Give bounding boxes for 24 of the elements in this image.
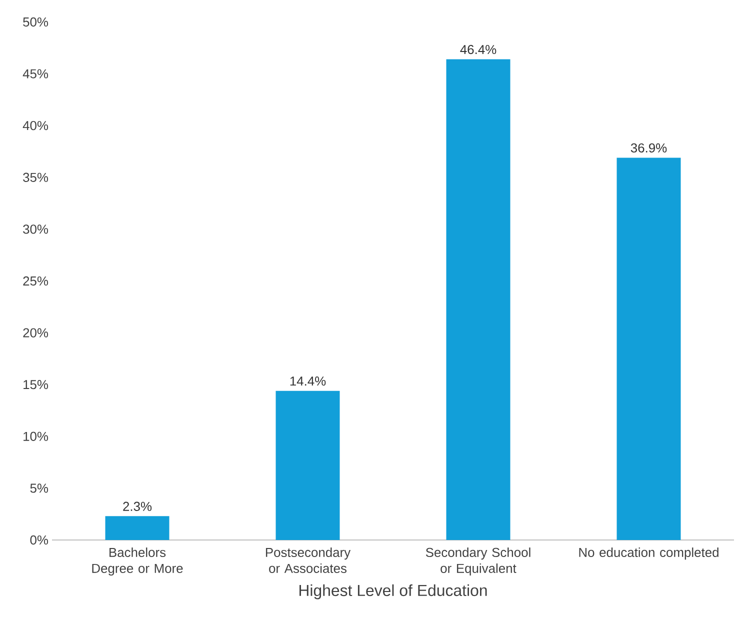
data-label: 2.3% — [123, 502, 152, 511]
y-tick-label: 5% — [30, 484, 48, 493]
x-tick-label: Secondary School or Equivalent — [426, 548, 530, 576]
bar — [616, 158, 681, 540]
data-label: 14.4% — [290, 376, 326, 386]
bar — [105, 516, 170, 540]
x-tick-label: No education completed — [579, 548, 718, 560]
y-tick-label: 10% — [24, 432, 48, 441]
y-tick-label: 50% — [23, 17, 48, 27]
y-tick-label: 20% — [23, 328, 48, 338]
x-tick-label: Bachelors Degree or More — [92, 548, 183, 576]
y-tick-label: 30% — [23, 224, 48, 234]
bar — [446, 59, 510, 540]
y-tick-label: 15% — [24, 380, 48, 390]
y-tick-label: 45% — [22, 69, 48, 78]
data-label: 36.9% — [630, 143, 667, 153]
y-tick-label: 40% — [22, 121, 48, 130]
bar — [276, 390, 340, 540]
data-label: 46.4% — [460, 44, 496, 54]
y-tick-label: 25% — [23, 276, 48, 286]
y-tick-label: 35% — [23, 172, 48, 182]
y-tick-label: 0% — [30, 535, 48, 545]
x-tick-label: Postsecondary or Associates — [266, 548, 351, 573]
x-axis-title: Highest Level of Education — [299, 584, 487, 600]
